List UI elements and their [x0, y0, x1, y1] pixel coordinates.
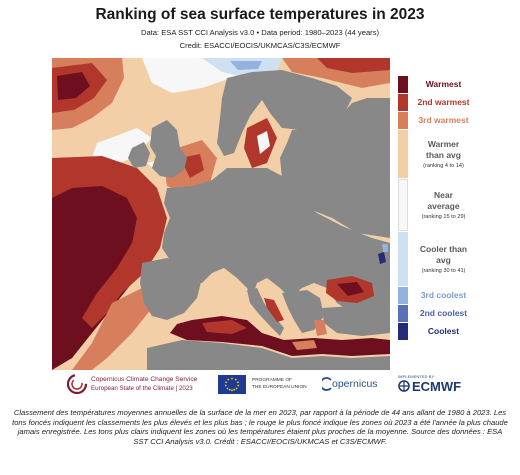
legend-swatch — [398, 76, 408, 93]
legend-swatch — [398, 287, 408, 304]
caspian-coolest — [378, 252, 386, 264]
mediterranean-3rd — [292, 340, 317, 350]
legend-swatch — [398, 305, 408, 322]
legend-note: (ranking 30 to 41) — [421, 268, 466, 274]
legend-swatch — [398, 179, 408, 231]
legend-label: Cooler than avg — [419, 244, 468, 265]
legend-note: (ranking 15 to 29) — [421, 214, 466, 220]
land-turkey — [322, 306, 390, 336]
legend-item-2nd-coolest — [398, 305, 408, 322]
atlantic-3rd — [72, 288, 152, 370]
copernicus-wordmark: opernicus — [332, 378, 378, 390]
eu-programme-logo[interactable]: PROGRAMME OF THE EUROPEAN UNION — [218, 371, 307, 397]
legend-swatch — [398, 94, 408, 111]
copernicus-c-icon — [322, 377, 332, 391]
barents-3rd-coolest — [230, 61, 262, 70]
land-uk — [150, 120, 187, 178]
legend-item-3rd-coolest — [398, 287, 408, 304]
ecmwf-wordmark: ECMWF — [412, 378, 462, 394]
land-finland — [280, 98, 390, 238]
legend-item-warmer — [398, 130, 408, 178]
mediterranean-2nd — [202, 320, 247, 334]
eu-programme-line1: PROGRAMME OF — [252, 378, 292, 383]
ecmwf-logo[interactable]: IMPLEMENTED BY ECMWF — [398, 371, 461, 397]
caspian-3rd-coolest — [382, 244, 388, 252]
legend-label: 2nd coolest — [419, 308, 468, 318]
aegean-warm — [314, 320, 327, 336]
logo-bar: Copernicus Climate Change Service Europe… — [0, 371, 520, 397]
legend-note: (ranking 4 to 14) — [423, 163, 464, 169]
sst-ranking-map — [52, 58, 390, 370]
copernicus-logo[interactable]: opernicus — [322, 371, 378, 397]
legend-item-coolest — [398, 323, 408, 340]
barents-warmest — [317, 58, 390, 73]
legend-label: 2nd warmest — [417, 97, 470, 107]
legend-label: Warmer than avg — [426, 139, 461, 160]
atlantic-warmest-south — [52, 313, 90, 368]
data-source-line: Data: ESA SST CCI Analysis v3.0 • Data p… — [140, 28, 380, 37]
legend-label: Coolest — [427, 326, 460, 336]
legend-swatch — [398, 323, 408, 340]
legend-label: 3rd warmest — [418, 115, 469, 125]
land-iberia — [140, 258, 202, 320]
page-title: Ranking of sea surface temperatures in 2… — [95, 6, 425, 23]
c3s-name: Copernicus Climate Change Service — [91, 376, 198, 383]
c3s-report: European State of the Climate | 2023 — [91, 385, 193, 392]
land-scandinavia — [217, 70, 352, 156]
legend-label: Warmest — [425, 79, 462, 89]
legend-swatch — [398, 232, 408, 286]
caption: Classement des températures moyennes ann… — [12, 408, 508, 446]
credit-line: Credit: ESACCI/EOCIS/UKMCAS/C3S/ECMWF — [179, 41, 341, 50]
land-balkans — [282, 290, 324, 333]
legend-label: Near average — [427, 190, 460, 211]
land-north-africa — [147, 340, 390, 370]
copernicus-climate-logo[interactable]: Copernicus Climate Change Service Europe… — [66, 371, 197, 397]
legend-swatch — [398, 112, 408, 129]
legend-swatch — [398, 130, 408, 178]
black-sea-core — [337, 282, 364, 296]
baltic-near — [257, 131, 270, 154]
legend-label: 3rd coolest — [420, 290, 467, 300]
land-italy — [247, 288, 284, 336]
adriatic-warm — [264, 298, 284, 322]
land-ireland — [128, 142, 150, 168]
c3s-swirl-icon — [66, 373, 88, 395]
eu-programme-line2: THE EUROPEAN UNION — [252, 385, 307, 390]
atlantic-2nd — [52, 156, 167, 328]
implemented-by: IMPLEMENTED BY — [398, 374, 435, 379]
legend-item-near-average — [398, 179, 408, 231]
ecmwf-globe-icon — [398, 380, 410, 392]
legend-item-2nd-warmest — [398, 94, 408, 111]
legend-item-cooler — [398, 232, 408, 286]
legend-item-3rd-warmest — [398, 112, 408, 129]
north-atlantic-core — [57, 72, 90, 100]
legend-item-warmest — [398, 76, 408, 93]
eu-flag-icon — [218, 374, 246, 394]
